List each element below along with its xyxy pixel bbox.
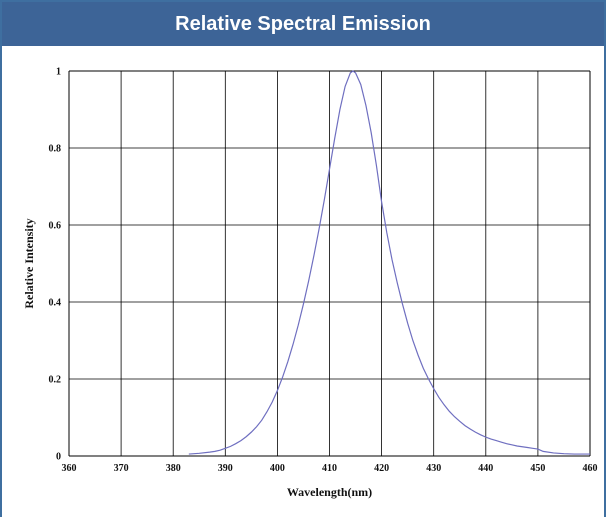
y-tick-label: 0 [56, 452, 61, 463]
x-tick-label: 360 [62, 463, 77, 474]
x-tick-label: 460 [583, 463, 598, 474]
x-tick-label: 370 [114, 463, 129, 474]
chart-header: Relative Spectral Emission [2, 2, 604, 46]
emission-curve-line [188, 70, 590, 455]
x-tick-label: 440 [478, 463, 493, 474]
y-tick-label: 1 [56, 67, 61, 78]
x-axis-title: Wavelength(nm) [287, 485, 372, 499]
y-tick-label: 0.6 [49, 221, 62, 232]
x-tick-label: 410 [322, 463, 337, 474]
axes [68, 70, 591, 457]
y-tick-label: 0.8 [49, 144, 62, 155]
grid [69, 71, 590, 456]
x-tick-label: 450 [530, 463, 545, 474]
tick-labels: 360 370 380 390 400 410 420 430 440 450 460 0 0.2 0.4… [49, 67, 598, 475]
y-axis-title: Relative Intensity [22, 218, 36, 308]
spectral-emission-chart: 360 370 380 390 400 410 420 430 440 450 460 0 0.2 0.4… [22, 67, 598, 500]
x-tick-label: 400 [270, 463, 285, 474]
x-tick-label: 430 [426, 463, 441, 474]
x-tick-label: 380 [166, 463, 181, 474]
x-tick-label: 420 [374, 463, 389, 474]
x-tick-label: 390 [218, 463, 233, 474]
y-tick-label: 0.4 [49, 298, 62, 309]
y-tick-label: 0.2 [49, 375, 62, 386]
